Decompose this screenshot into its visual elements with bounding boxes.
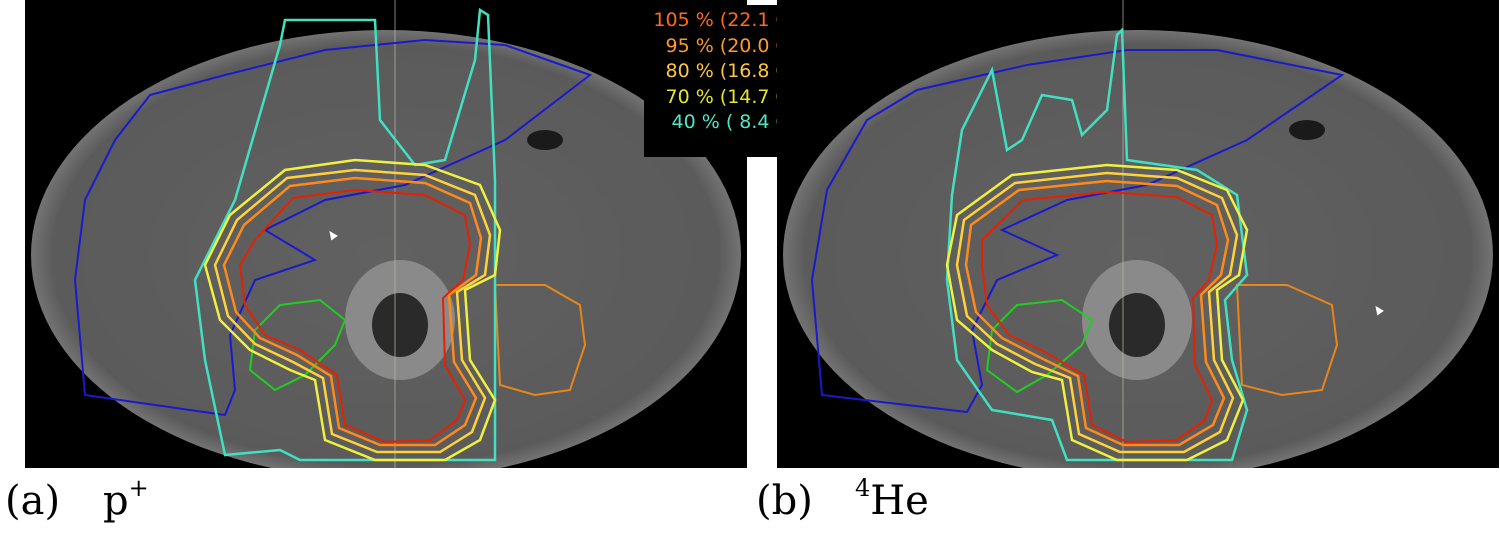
particle-mass-number: 4: [855, 474, 871, 502]
kidney-right-contour: [248, 298, 347, 392]
kidney-right-contour: [985, 298, 1094, 394]
dose-80-contour: [213, 168, 492, 454]
dose-40-contour: [945, 27, 1249, 462]
liver-contour: [73, 38, 593, 417]
panel-a-label: (a): [5, 478, 61, 524]
panel-b-label: (b): [756, 478, 813, 524]
dose-95-contour: [222, 176, 483, 447]
ct-panel-helium: [777, 0, 1499, 468]
dose-70-contour: [945, 163, 1249, 462]
particle-base: p: [103, 478, 129, 524]
panel-a-particle: p+: [103, 474, 149, 524]
kidney-left-contour: [493, 284, 587, 397]
particle-charge: +: [128, 474, 149, 502]
dose-105-contour: [238, 188, 472, 444]
dose-80-contour: [955, 171, 1239, 454]
ct-scan-helium: [783, 0, 1493, 468]
dose-40-contour: [193, 7, 497, 462]
panel-b-particle: 4He: [855, 474, 929, 524]
liver-contour: [810, 49, 1345, 414]
ct-scan-proton: [31, 0, 741, 468]
kidney-left-contour: [1235, 284, 1339, 397]
particle-base: He: [870, 478, 929, 524]
dose-95-contour: [964, 179, 1230, 447]
ct-panel-proton: [25, 0, 747, 468]
dose-105-contour: [981, 190, 1219, 444]
dose-70-contour: [203, 158, 502, 462]
